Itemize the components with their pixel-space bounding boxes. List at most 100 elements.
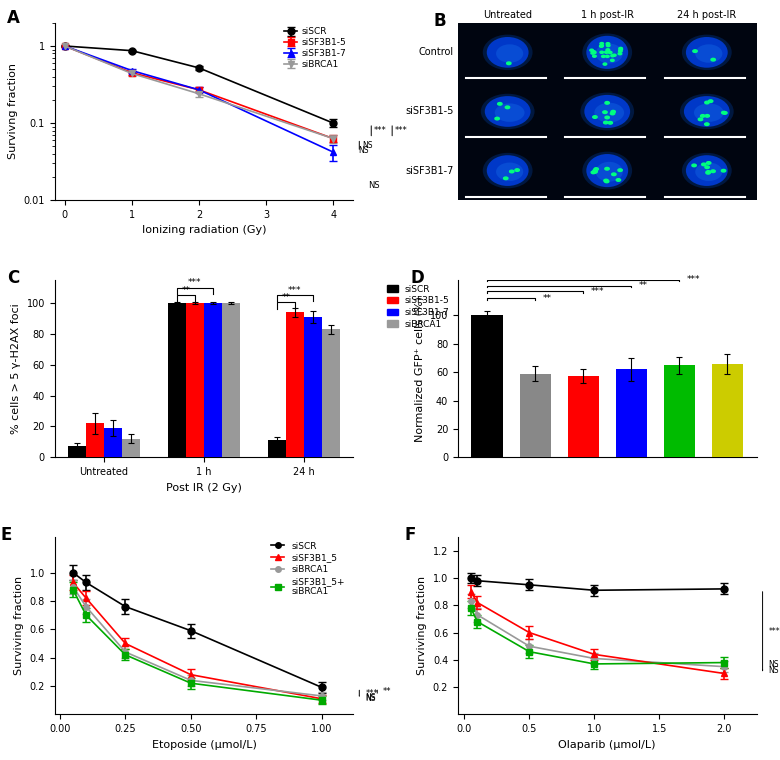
Ellipse shape — [596, 162, 622, 182]
Circle shape — [604, 122, 608, 124]
Ellipse shape — [695, 163, 722, 181]
Text: NS: NS — [768, 660, 779, 669]
Bar — [285, 312, 303, 458]
Circle shape — [711, 170, 715, 173]
Text: **: ** — [383, 687, 392, 696]
Text: ***: *** — [374, 126, 387, 135]
Ellipse shape — [480, 93, 534, 129]
Circle shape — [604, 167, 609, 170]
Ellipse shape — [495, 103, 524, 122]
Circle shape — [603, 111, 607, 113]
Legend: siSCR, siSF3B1_5, siBRCA1, siSF3B1_5+
siBRCA1: siSCR, siSF3B1_5, siBRCA1, siSF3B1_5+ si… — [268, 538, 349, 600]
Ellipse shape — [587, 36, 628, 69]
Y-axis label: Normalized GFP⁺ cells (%): Normalized GFP⁺ cells (%) — [414, 296, 424, 442]
Bar — [322, 329, 340, 458]
Text: D: D — [410, 269, 424, 287]
Ellipse shape — [583, 152, 632, 189]
Ellipse shape — [684, 96, 730, 127]
Text: 1 h post-IR: 1 h post-IR — [581, 11, 633, 21]
Circle shape — [593, 169, 597, 172]
Text: **: ** — [639, 281, 647, 290]
Bar — [664, 365, 695, 458]
Circle shape — [722, 169, 725, 172]
Bar — [558, 141, 657, 200]
Circle shape — [606, 50, 610, 52]
Text: F: F — [404, 527, 416, 544]
Circle shape — [507, 62, 511, 65]
Circle shape — [618, 52, 622, 55]
Circle shape — [707, 162, 711, 164]
Circle shape — [600, 45, 604, 47]
Ellipse shape — [682, 35, 732, 70]
Text: NS: NS — [365, 693, 376, 702]
Text: ***: *** — [686, 275, 700, 284]
Circle shape — [619, 49, 622, 50]
Bar — [68, 446, 86, 458]
Circle shape — [616, 179, 621, 182]
Circle shape — [606, 43, 610, 45]
Ellipse shape — [695, 44, 722, 63]
Circle shape — [722, 111, 726, 114]
Circle shape — [603, 63, 607, 65]
Text: C: C — [7, 269, 19, 287]
Circle shape — [611, 55, 615, 57]
Circle shape — [594, 168, 598, 170]
Text: ***: *** — [590, 287, 604, 296]
Circle shape — [605, 102, 609, 104]
Ellipse shape — [487, 155, 529, 186]
Ellipse shape — [484, 96, 530, 127]
Circle shape — [590, 49, 594, 51]
Ellipse shape — [496, 44, 523, 63]
Legend: siSCR, siSF3B1-5, siSF3B1-7, siBRCA1: siSCR, siSF3B1-5, siSF3B1-7, siBRCA1 — [383, 281, 453, 332]
Text: ***: *** — [188, 278, 202, 287]
Bar — [657, 23, 757, 82]
Text: ****: **** — [768, 627, 780, 635]
Text: NS: NS — [358, 146, 368, 155]
Circle shape — [591, 171, 596, 174]
Circle shape — [611, 59, 614, 62]
Circle shape — [693, 50, 697, 52]
Bar — [104, 428, 122, 458]
Ellipse shape — [596, 43, 622, 64]
Circle shape — [605, 116, 609, 119]
Circle shape — [593, 170, 597, 173]
Text: NS: NS — [368, 182, 380, 191]
Ellipse shape — [483, 153, 533, 188]
Circle shape — [600, 45, 603, 47]
Bar — [558, 82, 657, 141]
Bar — [86, 423, 104, 458]
Text: NS: NS — [768, 666, 779, 675]
Ellipse shape — [686, 37, 728, 68]
Y-axis label: Surviving fraction: Surviving fraction — [417, 576, 427, 676]
Bar — [168, 303, 186, 458]
Bar — [204, 303, 222, 458]
Circle shape — [611, 110, 615, 113]
Bar — [558, 23, 657, 82]
Bar — [458, 82, 558, 141]
X-axis label: Post IR (2 Gy): Post IR (2 Gy) — [166, 483, 242, 492]
Circle shape — [601, 55, 605, 58]
Ellipse shape — [680, 93, 734, 129]
Y-axis label: % cells > 5 γ-H2AX foci: % cells > 5 γ-H2AX foci — [11, 303, 21, 434]
Circle shape — [604, 51, 608, 53]
Ellipse shape — [694, 103, 724, 122]
Circle shape — [606, 49, 610, 51]
Circle shape — [702, 163, 706, 166]
Bar — [712, 363, 743, 458]
Text: Untreated: Untreated — [483, 11, 532, 21]
Bar — [568, 376, 599, 458]
Text: E: E — [1, 527, 12, 544]
Ellipse shape — [587, 154, 628, 187]
Circle shape — [593, 55, 596, 57]
Ellipse shape — [483, 35, 533, 70]
Circle shape — [509, 170, 514, 173]
Circle shape — [608, 52, 612, 53]
Circle shape — [708, 100, 713, 103]
Bar — [303, 317, 322, 458]
Text: B: B — [434, 12, 447, 30]
Y-axis label: Surviving fraction: Surviving fraction — [14, 576, 24, 676]
Circle shape — [612, 54, 616, 56]
Circle shape — [591, 52, 594, 54]
Text: siSF3B1-7: siSF3B1-7 — [406, 166, 454, 176]
Ellipse shape — [682, 153, 732, 188]
